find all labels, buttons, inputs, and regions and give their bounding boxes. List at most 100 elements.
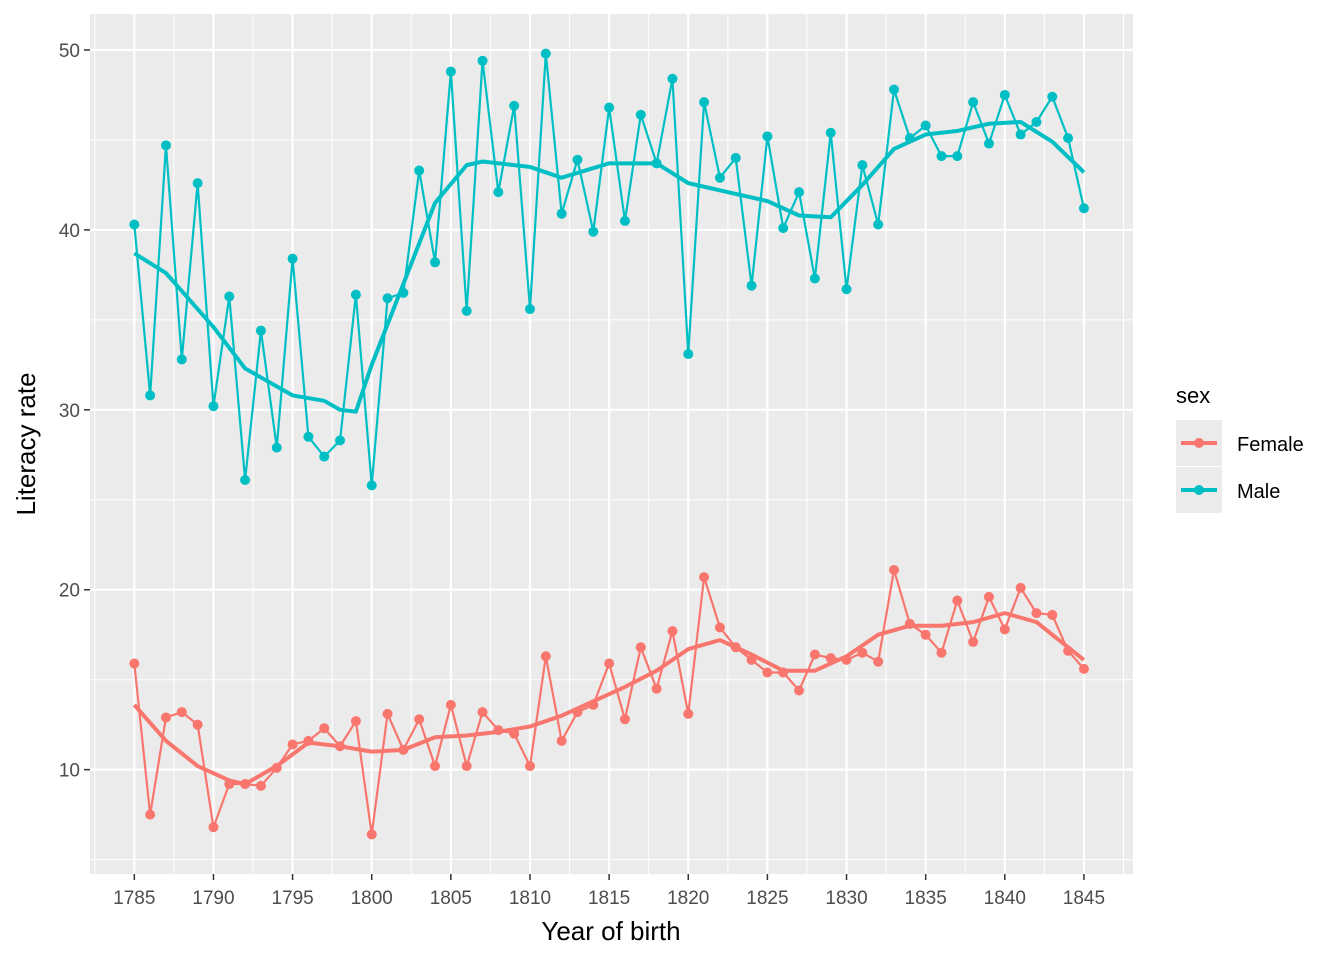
x-tick-label: 1800 [351, 888, 393, 909]
male-point [430, 257, 441, 268]
male-point [809, 273, 820, 284]
female-point [714, 622, 725, 633]
series-male [129, 48, 1089, 491]
female-point [382, 708, 393, 719]
x-axis-label: Year of birth [541, 916, 680, 946]
male-point [920, 120, 931, 131]
female-point [350, 716, 361, 727]
male-point [857, 160, 868, 171]
male-point [952, 151, 963, 162]
female-point [936, 647, 947, 658]
x-tick-label: 1840 [984, 888, 1026, 909]
male-point [160, 140, 171, 151]
male-point [983, 138, 994, 149]
male-point [936, 151, 947, 162]
y-tick-label: 50 [59, 41, 80, 62]
series-female [129, 564, 1089, 840]
legend-key-female-point [1194, 438, 1204, 448]
legend-title: sex [1176, 383, 1210, 408]
male-point [1047, 91, 1058, 102]
female-point [1078, 663, 1089, 674]
male-point [999, 89, 1010, 100]
female-point [477, 707, 488, 718]
male-point [176, 354, 187, 365]
male-point [667, 73, 678, 84]
male-point [445, 66, 456, 77]
male-point [746, 280, 757, 291]
female-point [445, 699, 456, 710]
female-point [129, 658, 140, 669]
legend: sex Female Male [1176, 383, 1304, 513]
y-tick-label: 30 [59, 401, 80, 422]
legend-label-female: Female [1237, 434, 1304, 456]
x-tick-label: 1820 [667, 888, 709, 909]
female-point [952, 595, 963, 606]
female-point [635, 642, 646, 653]
male-point [889, 84, 900, 95]
male-point [1063, 133, 1074, 144]
female-point [699, 572, 710, 583]
x-tick-label: 1845 [1063, 888, 1105, 909]
male-point [414, 165, 425, 176]
female-point [145, 809, 156, 820]
female-point [524, 761, 535, 772]
male-point [287, 253, 298, 264]
female-point [889, 564, 900, 575]
male-point [319, 451, 330, 462]
female-point [461, 761, 472, 772]
male-point [461, 305, 472, 316]
female-point [1015, 582, 1026, 593]
x-tick-label: 1830 [825, 888, 867, 909]
series-layer [129, 48, 1089, 840]
plot-panel [90, 14, 1133, 874]
male-point [1015, 129, 1026, 140]
male-point [350, 289, 361, 300]
male-point [841, 284, 852, 295]
male-point [1078, 203, 1089, 214]
male-point [556, 208, 567, 219]
x-tick-label: 1825 [746, 888, 788, 909]
x-tick-label: 1810 [509, 888, 551, 909]
male-point [588, 226, 599, 237]
female-point [794, 685, 805, 696]
male-point [604, 102, 615, 113]
female-point [999, 624, 1010, 635]
male-point [477, 55, 488, 66]
male-point [873, 219, 884, 230]
female-point [430, 761, 441, 772]
x-tick-label: 1785 [113, 888, 155, 909]
x-tick-label: 1795 [271, 888, 313, 909]
legend-key-male-point [1194, 485, 1204, 495]
male-point [335, 435, 346, 446]
female-point [319, 723, 330, 734]
male-point [240, 474, 251, 485]
grid [90, 14, 1133, 874]
female-point [160, 712, 171, 723]
female-point [604, 658, 615, 669]
male-point [1031, 116, 1042, 127]
male-point [382, 293, 393, 304]
female-point [540, 651, 551, 662]
male-point [794, 187, 805, 198]
female-point [857, 647, 868, 658]
y-axis: 10 20 30 40 50 [59, 41, 90, 782]
female-point [1047, 609, 1058, 620]
male-point [524, 304, 535, 315]
female-point [873, 656, 884, 667]
female-point [556, 735, 567, 746]
female-point [651, 683, 662, 694]
male-point [762, 131, 773, 142]
male-point [255, 325, 266, 336]
male-point [493, 187, 504, 198]
male-point [825, 127, 836, 138]
female-point [920, 629, 931, 640]
female-smooth-line [132, 611, 1086, 787]
male-point [271, 442, 282, 453]
female-point [968, 636, 979, 647]
male-point [683, 349, 694, 360]
male-point [366, 480, 377, 491]
y-tick-label: 10 [59, 761, 80, 782]
x-tick-label: 1805 [430, 888, 472, 909]
legend-label-male: Male [1237, 481, 1280, 503]
female-point [287, 739, 298, 750]
